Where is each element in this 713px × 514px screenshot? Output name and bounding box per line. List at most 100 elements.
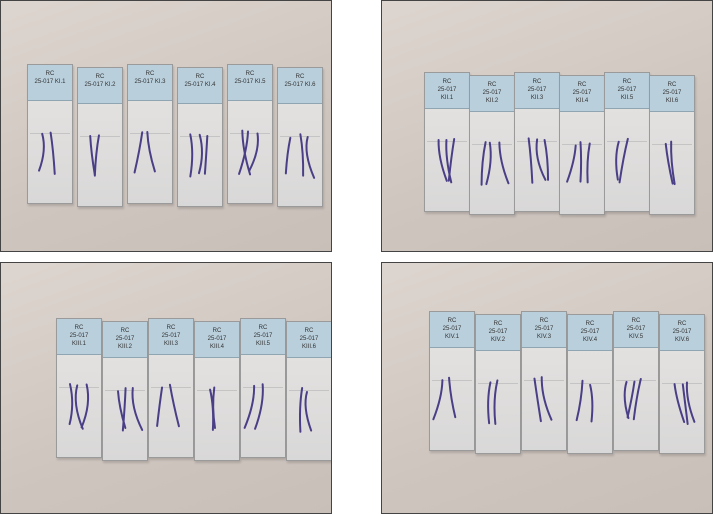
tissue-section [156, 386, 164, 427]
tissue-section [618, 137, 629, 184]
tissue-sections [38, 131, 56, 175]
tissue-section [80, 383, 90, 429]
tissue-section [437, 138, 448, 182]
slide-label: RC 25-017 KII.5 [605, 73, 649, 109]
tissue-sections [533, 376, 553, 423]
slide-label: RC 25-017 KIII.3 [149, 319, 193, 355]
tissue-section [527, 137, 534, 184]
slide-label-text: KIII.5 [255, 341, 270, 347]
glass-slide: RC 25-017 KIV.1 [429, 311, 475, 451]
tissue-section [626, 380, 636, 419]
tissue-sections [566, 141, 591, 184]
tissue-section [586, 142, 591, 184]
tissue-section [168, 383, 180, 428]
glass-slide: RC 25-017 KII.5 [604, 72, 650, 212]
glass-slide: RC 25-017 KII.2 [469, 75, 515, 215]
tissue-section [117, 390, 127, 430]
tissue-sections [623, 377, 642, 421]
tissue-section [589, 383, 594, 423]
glass-slide: RC 25-017 KIV.4 [567, 314, 613, 454]
glass-slide: RC 25-017 KIII.5 [240, 318, 286, 458]
tissue-section [685, 381, 696, 423]
tissue-section [238, 130, 250, 175]
tissue-section [146, 131, 156, 173]
slide-label-text: 25-017 [299, 336, 319, 342]
slide-label-text: KIV.5 [628, 334, 644, 340]
tissue-sections [615, 137, 629, 184]
slide-label: RC 25-017 KIII.5 [241, 319, 285, 355]
slide-label-text: 25-017 [69, 333, 89, 339]
slide-label-text: KIII.3 [163, 341, 178, 347]
tissue-sections [432, 376, 457, 421]
slide-label: RC 25-017 KI.6 [278, 68, 322, 104]
slide-label-text: RC [585, 321, 595, 327]
slide-label: RC 25-017 KIII.6 [287, 322, 331, 358]
tissue-sections [527, 137, 550, 184]
tissue-section [445, 138, 453, 184]
photo-panel-2: RC 25-017 KII.1 RC 25-017 KII.2 RC 25-017 KII.3 R… [381, 0, 713, 252]
tissue-sections [243, 383, 264, 430]
slide-label-text: KIII.1 [71, 341, 86, 347]
slide-label-text: RC [304, 328, 314, 334]
slide-label: RC 25-017 KIII.2 [103, 322, 147, 358]
tissue-sections [117, 386, 144, 432]
tissue-section [681, 383, 689, 425]
slide-label: RC 25-017 KIV.4 [568, 315, 612, 351]
slide-label-text: RC [166, 325, 176, 331]
tissue-section [448, 376, 457, 419]
glass-slide: RC 25-017 KIII.3 [148, 318, 194, 458]
slide-label-text: KIV.4 [582, 337, 598, 343]
glass-slide: RC 25-017 KI.3 [127, 64, 173, 204]
photo-panel-4: RC 25-017 KIV.1 RC 25-017 KIV.2 RC 25-017 KIV.3 R… [381, 262, 713, 514]
tissue-section [243, 384, 256, 429]
slide-label: RC 25-017 KII.4 [560, 76, 604, 112]
photo-panel-1: RC 25-017 KI.1 RC 25-017 KI.2 RC 25-017 KI.3 R… [0, 0, 332, 252]
tissue-section [189, 133, 194, 178]
tissue-section [254, 383, 264, 430]
tissue-section [133, 131, 144, 174]
slide-label: RC 25-017 KIII.4 [195, 322, 239, 358]
slide-label: RC 25-017 KIV.6 [660, 315, 704, 351]
glass-slide: RC 25-017 KIV.2 [475, 314, 521, 454]
slide-label-text: RC [539, 318, 549, 324]
tissue-section [304, 390, 313, 432]
slide-label: RC 25-017 KIV.2 [476, 315, 520, 351]
slide-label-text: RC [532, 79, 542, 85]
slide-label: RC 25-017 KII.1 [425, 73, 469, 109]
tissue-sections [238, 129, 259, 176]
tissue-sections [575, 379, 594, 423]
slide-label-text: KIII.2 [117, 344, 132, 350]
slide-label-text: 25-017 KI.5 [234, 79, 266, 85]
slide-label-text: 25-017 [482, 90, 502, 96]
glass-slide: RC 25-017 KIII.4 [194, 321, 240, 461]
slide-label-text: 25-017 [115, 336, 135, 342]
tissue-section [212, 386, 216, 430]
glass-slide: RC 25-017 KII.4 [559, 75, 605, 215]
glass-slide: RC 25-017 KIII.2 [102, 321, 148, 461]
tissue-sections [480, 141, 510, 186]
slide-label-text: KIV.2 [490, 337, 506, 343]
slide-label-text: 25-017 KI.1 [34, 79, 66, 85]
tissue-section [203, 134, 209, 175]
slide-label: RC 25-017 KI.3 [128, 65, 172, 101]
tissue-section [121, 387, 127, 432]
glass-slide: RC 25-017 KIII.6 [286, 321, 331, 461]
tissue-section [197, 133, 203, 175]
slide-label-text: 25-017 [572, 90, 592, 96]
glass-slide: RC 25-017 KIV.6 [659, 314, 705, 454]
tissue-section [498, 141, 510, 185]
slide-label-text: 25-017 KI.6 [284, 82, 316, 88]
slide-label-text: RC [258, 325, 268, 331]
slide-label: RC 25-017 KIII.1 [57, 319, 101, 355]
slide-label: RC 25-017 KII.3 [515, 73, 559, 109]
tissue-section [131, 386, 144, 431]
tissue-section [447, 137, 456, 182]
tissue-sections [664, 140, 676, 186]
slide-label-text: 25-017 [442, 326, 462, 332]
slide-label-text: RC [622, 79, 632, 85]
tissue-section [241, 129, 252, 176]
slide-label-text: KII.4 [575, 98, 589, 104]
tissue-section [533, 377, 542, 423]
tissue-section [615, 140, 620, 181]
tissue-section [670, 140, 676, 186]
